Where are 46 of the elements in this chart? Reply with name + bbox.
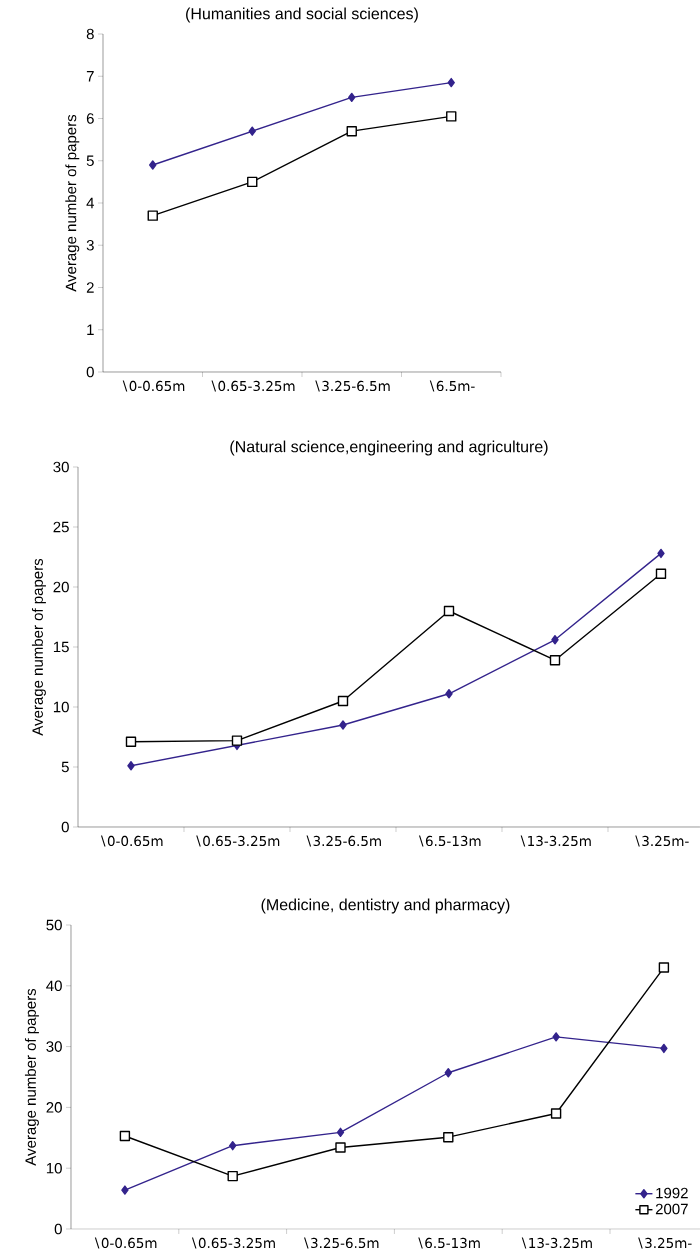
y-tick-label: 40: [46, 980, 62, 992]
y-tick-label: 8: [86, 28, 94, 40]
chart-title: (Medicine, dentistry and pharmacy): [261, 898, 510, 914]
y-tick-label: 50: [46, 919, 62, 931]
y-tick-label: 6: [86, 113, 94, 124]
y-tick-label: 30: [53, 461, 69, 473]
legend-label: 1992: [656, 1187, 688, 1199]
legend-label: 2007: [655, 1203, 688, 1215]
x-tick-label: ∖3.25-6.5m: [315, 380, 390, 392]
y-tick-label: 4: [86, 197, 95, 209]
x-tick-label: ∖3.25-6.5m: [306, 835, 381, 847]
y-tick-label: 0: [86, 366, 94, 378]
x-tick-label: ∖0.65-3.25m: [196, 835, 280, 847]
x-tick-label: ∖3.25-6.5m: [304, 1237, 379, 1249]
y-tick-label: 5: [61, 761, 69, 773]
x-tick-label: ∖0-0.65m: [122, 380, 185, 392]
y-tick-label: 0: [61, 821, 69, 833]
y-tick-label: 5: [86, 155, 94, 166]
x-tick-label: ∖0-0.65m: [100, 835, 163, 847]
y-tick-label: 3: [86, 239, 94, 251]
y-axis-title: Average number of papers: [31, 558, 46, 736]
y-axis-title: Average number of papers: [24, 988, 39, 1166]
y-tick-label: 20: [46, 1102, 62, 1113]
x-tick-label: ∖13-3.25m: [521, 1237, 592, 1249]
y-tick-label: 25: [53, 521, 69, 533]
y-tick-label: 10: [53, 701, 69, 713]
y-tick-label: 30: [46, 1041, 62, 1052]
x-tick-label: ∖3.25m-: [638, 1237, 692, 1249]
chart-title: (Natural science,engineering and agriculture): [230, 440, 548, 456]
y-tick-label: 15: [53, 641, 69, 653]
y-tick-label: 2: [86, 282, 94, 293]
x-tick-label: ∖6.5-13m: [418, 835, 481, 847]
y-tick-label: 1: [87, 324, 94, 335]
y-axis-title: Average number of papers: [65, 114, 80, 292]
y-tick-label: 0: [54, 1223, 62, 1235]
x-tick-label: ∖6.5m-: [429, 380, 475, 392]
x-tick-label: ∖0.65-3.25m: [211, 380, 295, 392]
x-tick-label: ∖13-3.25m: [520, 835, 591, 847]
y-tick-label: 10: [46, 1162, 62, 1174]
y-tick-label: 7: [86, 71, 94, 82]
x-tick-label: ∖6.5-13m: [418, 1237, 480, 1249]
x-tick-label: ∖3.25m-: [635, 835, 689, 847]
chart-title: (Humanities and social sciences): [186, 7, 418, 23]
x-tick-label: ∖0-0.65m: [94, 1237, 157, 1249]
y-tick-label: 20: [53, 581, 69, 593]
x-tick-label: ∖0.65-3.25m: [191, 1237, 275, 1249]
